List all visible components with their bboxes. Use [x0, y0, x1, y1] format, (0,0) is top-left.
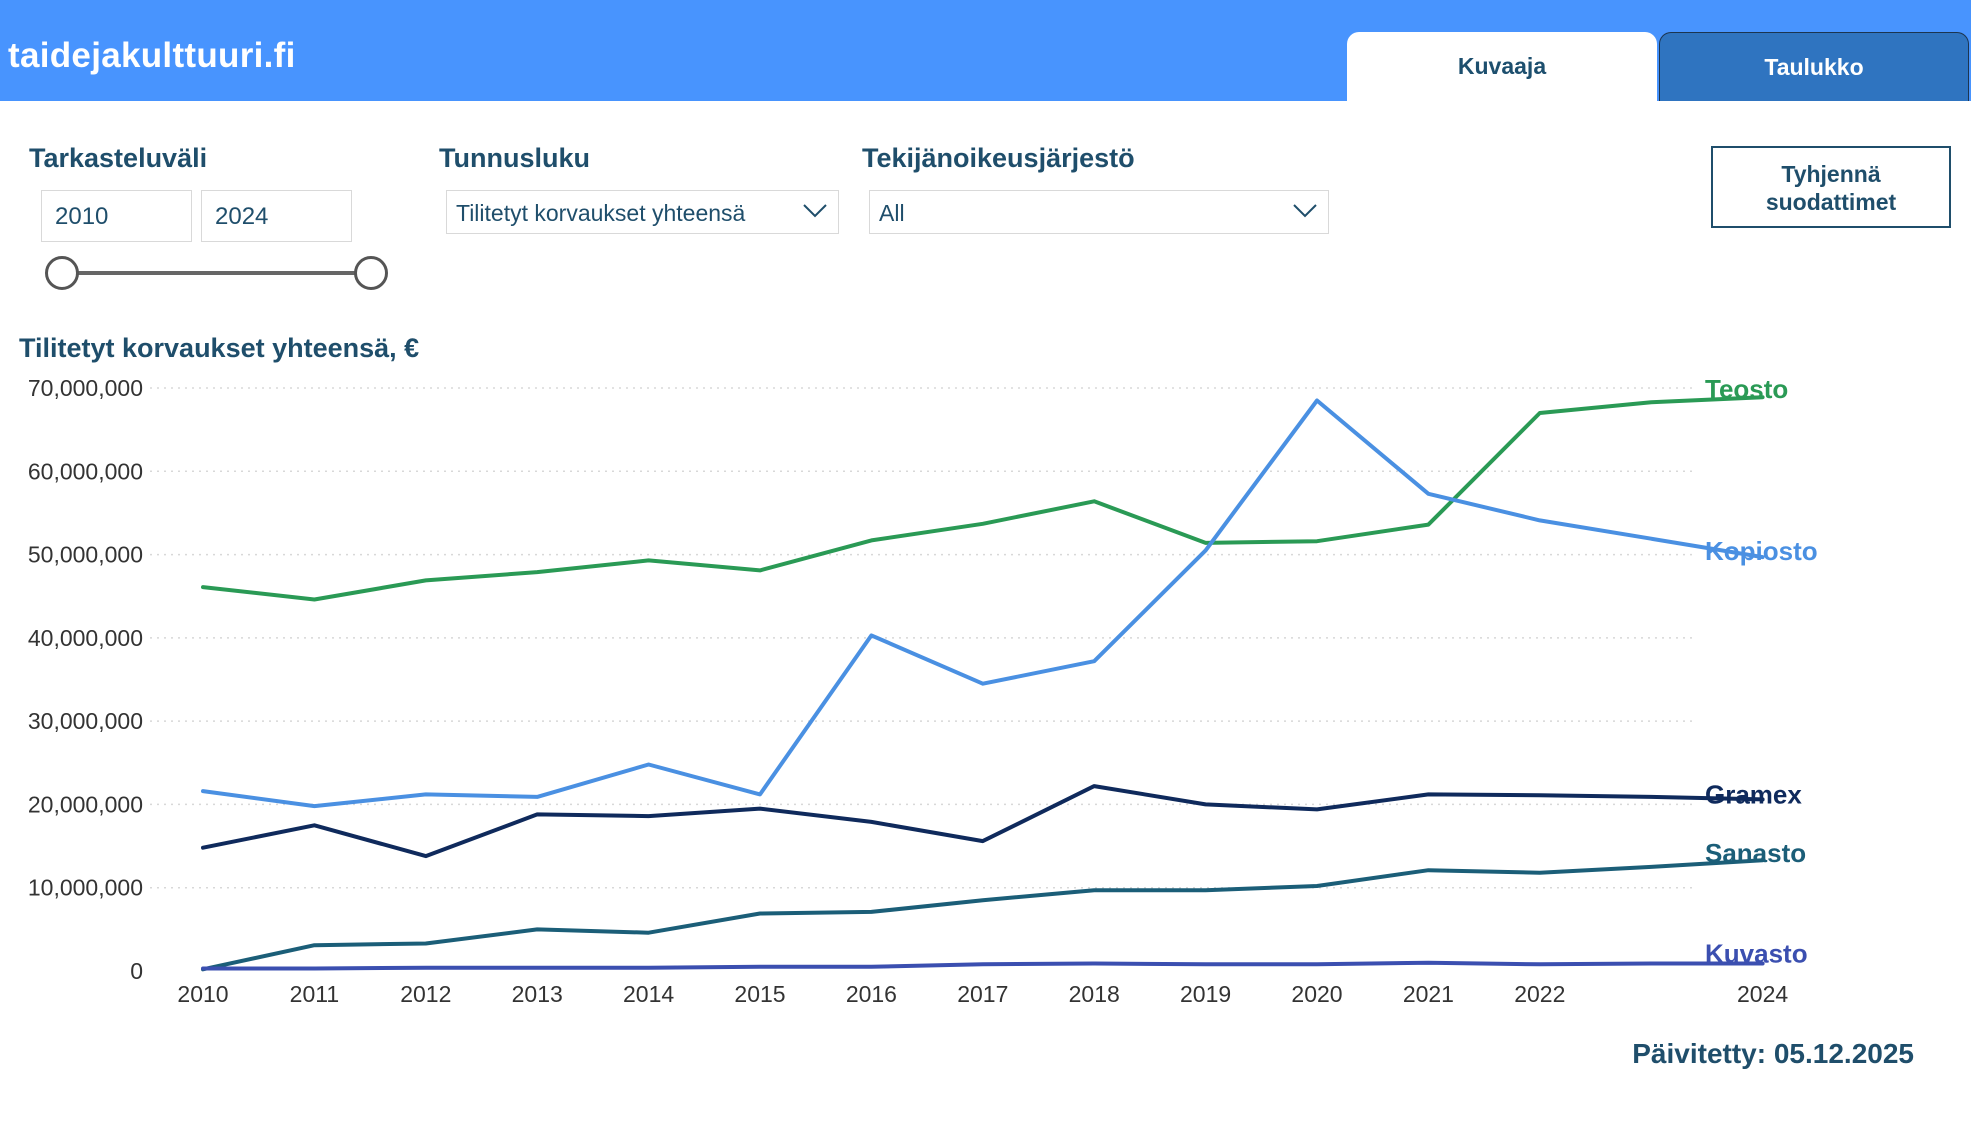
- x-tick-label: 2020: [1291, 981, 1342, 1007]
- y-tick-label: 70,000,000: [28, 375, 143, 401]
- range-start-input[interactable]: 2010: [41, 190, 192, 242]
- x-tick-label: 2018: [1069, 981, 1120, 1007]
- series-label-gramex: Gramex: [1705, 779, 1802, 809]
- x-tick-label: 2019: [1180, 981, 1231, 1007]
- series-line-kuvasto: [201, 960, 1765, 971]
- chevron-down-icon: [803, 204, 827, 218]
- series-label-kopiosto: Kopiosto: [1705, 536, 1818, 566]
- site-title[interactable]: taidejakulttuuri.fi: [8, 36, 296, 75]
- metric-dropdown[interactable]: Tilitetyt korvaukset yhteensä: [446, 190, 839, 234]
- chevron-down-icon: [1293, 204, 1317, 218]
- x-tick-label: 2014: [623, 981, 674, 1007]
- organization-dropdown[interactable]: All: [869, 190, 1329, 234]
- series-label-sanasto: Sanasto: [1705, 838, 1806, 868]
- y-tick-label: 0: [130, 958, 143, 984]
- series-line-kopiosto: [201, 398, 1765, 809]
- tab-taulukko[interactable]: Taulukko: [1659, 32, 1969, 101]
- range-slider-track[interactable]: [62, 271, 370, 275]
- y-tick-label: 20,000,000: [28, 791, 143, 817]
- clear-filters-line1: Tyhjennä: [1781, 161, 1881, 187]
- organization-filter-label: Tekijänoikeusjärjestö: [862, 143, 1135, 173]
- chart-title: Tilitetyt korvaukset yhteensä, €: [19, 333, 420, 363]
- y-tick-label: 50,000,000: [28, 542, 143, 568]
- organization-dropdown-value: All: [879, 200, 905, 226]
- metric-filter-label: Tunnusluku: [439, 143, 590, 173]
- updated-date: Päivitetty: 05.12.2025: [1632, 1038, 1914, 1069]
- y-tick-label: 40,000,000: [28, 625, 143, 651]
- series-line-sanasto: [201, 858, 1765, 972]
- x-tick-label: 2017: [957, 981, 1008, 1007]
- x-tick-label: 2011: [290, 981, 339, 1007]
- metric-dropdown-value: Tilitetyt korvaukset yhteensä: [456, 200, 746, 226]
- series-line-teosto: [201, 395, 1765, 602]
- series-line-gramex: [201, 784, 1765, 859]
- x-tick-label: 2024: [1737, 981, 1788, 1007]
- range-slider-start-handle[interactable]: [45, 256, 79, 290]
- range-end-input[interactable]: 2024: [201, 190, 352, 242]
- range-slider-end-handle[interactable]: [354, 256, 388, 290]
- x-tick-label: 2016: [846, 981, 897, 1007]
- clear-filters-button[interactable]: Tyhjennä suodattimet: [1711, 146, 1951, 228]
- x-tick-label: 2012: [400, 981, 451, 1007]
- x-tick-label: 2013: [512, 981, 563, 1007]
- range-filter-label: Tarkasteluväli: [29, 143, 208, 173]
- y-tick-label: 10,000,000: [28, 875, 143, 901]
- line-chart: 0 10,000,000 20,000,000 30,000,000 40,000,00…: [28, 374, 1818, 1007]
- series-label-kuvasto: Kuvasto: [1705, 939, 1808, 969]
- y-tick-label: 60,000,000: [28, 458, 143, 484]
- x-tick-label: 2010: [177, 981, 228, 1007]
- x-tick-label: 2021: [1403, 981, 1454, 1007]
- tab-kuvaaja[interactable]: Kuvaaja: [1347, 32, 1657, 101]
- clear-filters-line2: suodattimet: [1765, 189, 1897, 215]
- x-tick-label: 2022: [1514, 981, 1565, 1007]
- y-tick-label: 30,000,000: [28, 708, 143, 734]
- x-tick-label: 2015: [734, 981, 785, 1007]
- series-label-teosto: Teosto: [1705, 374, 1788, 404]
